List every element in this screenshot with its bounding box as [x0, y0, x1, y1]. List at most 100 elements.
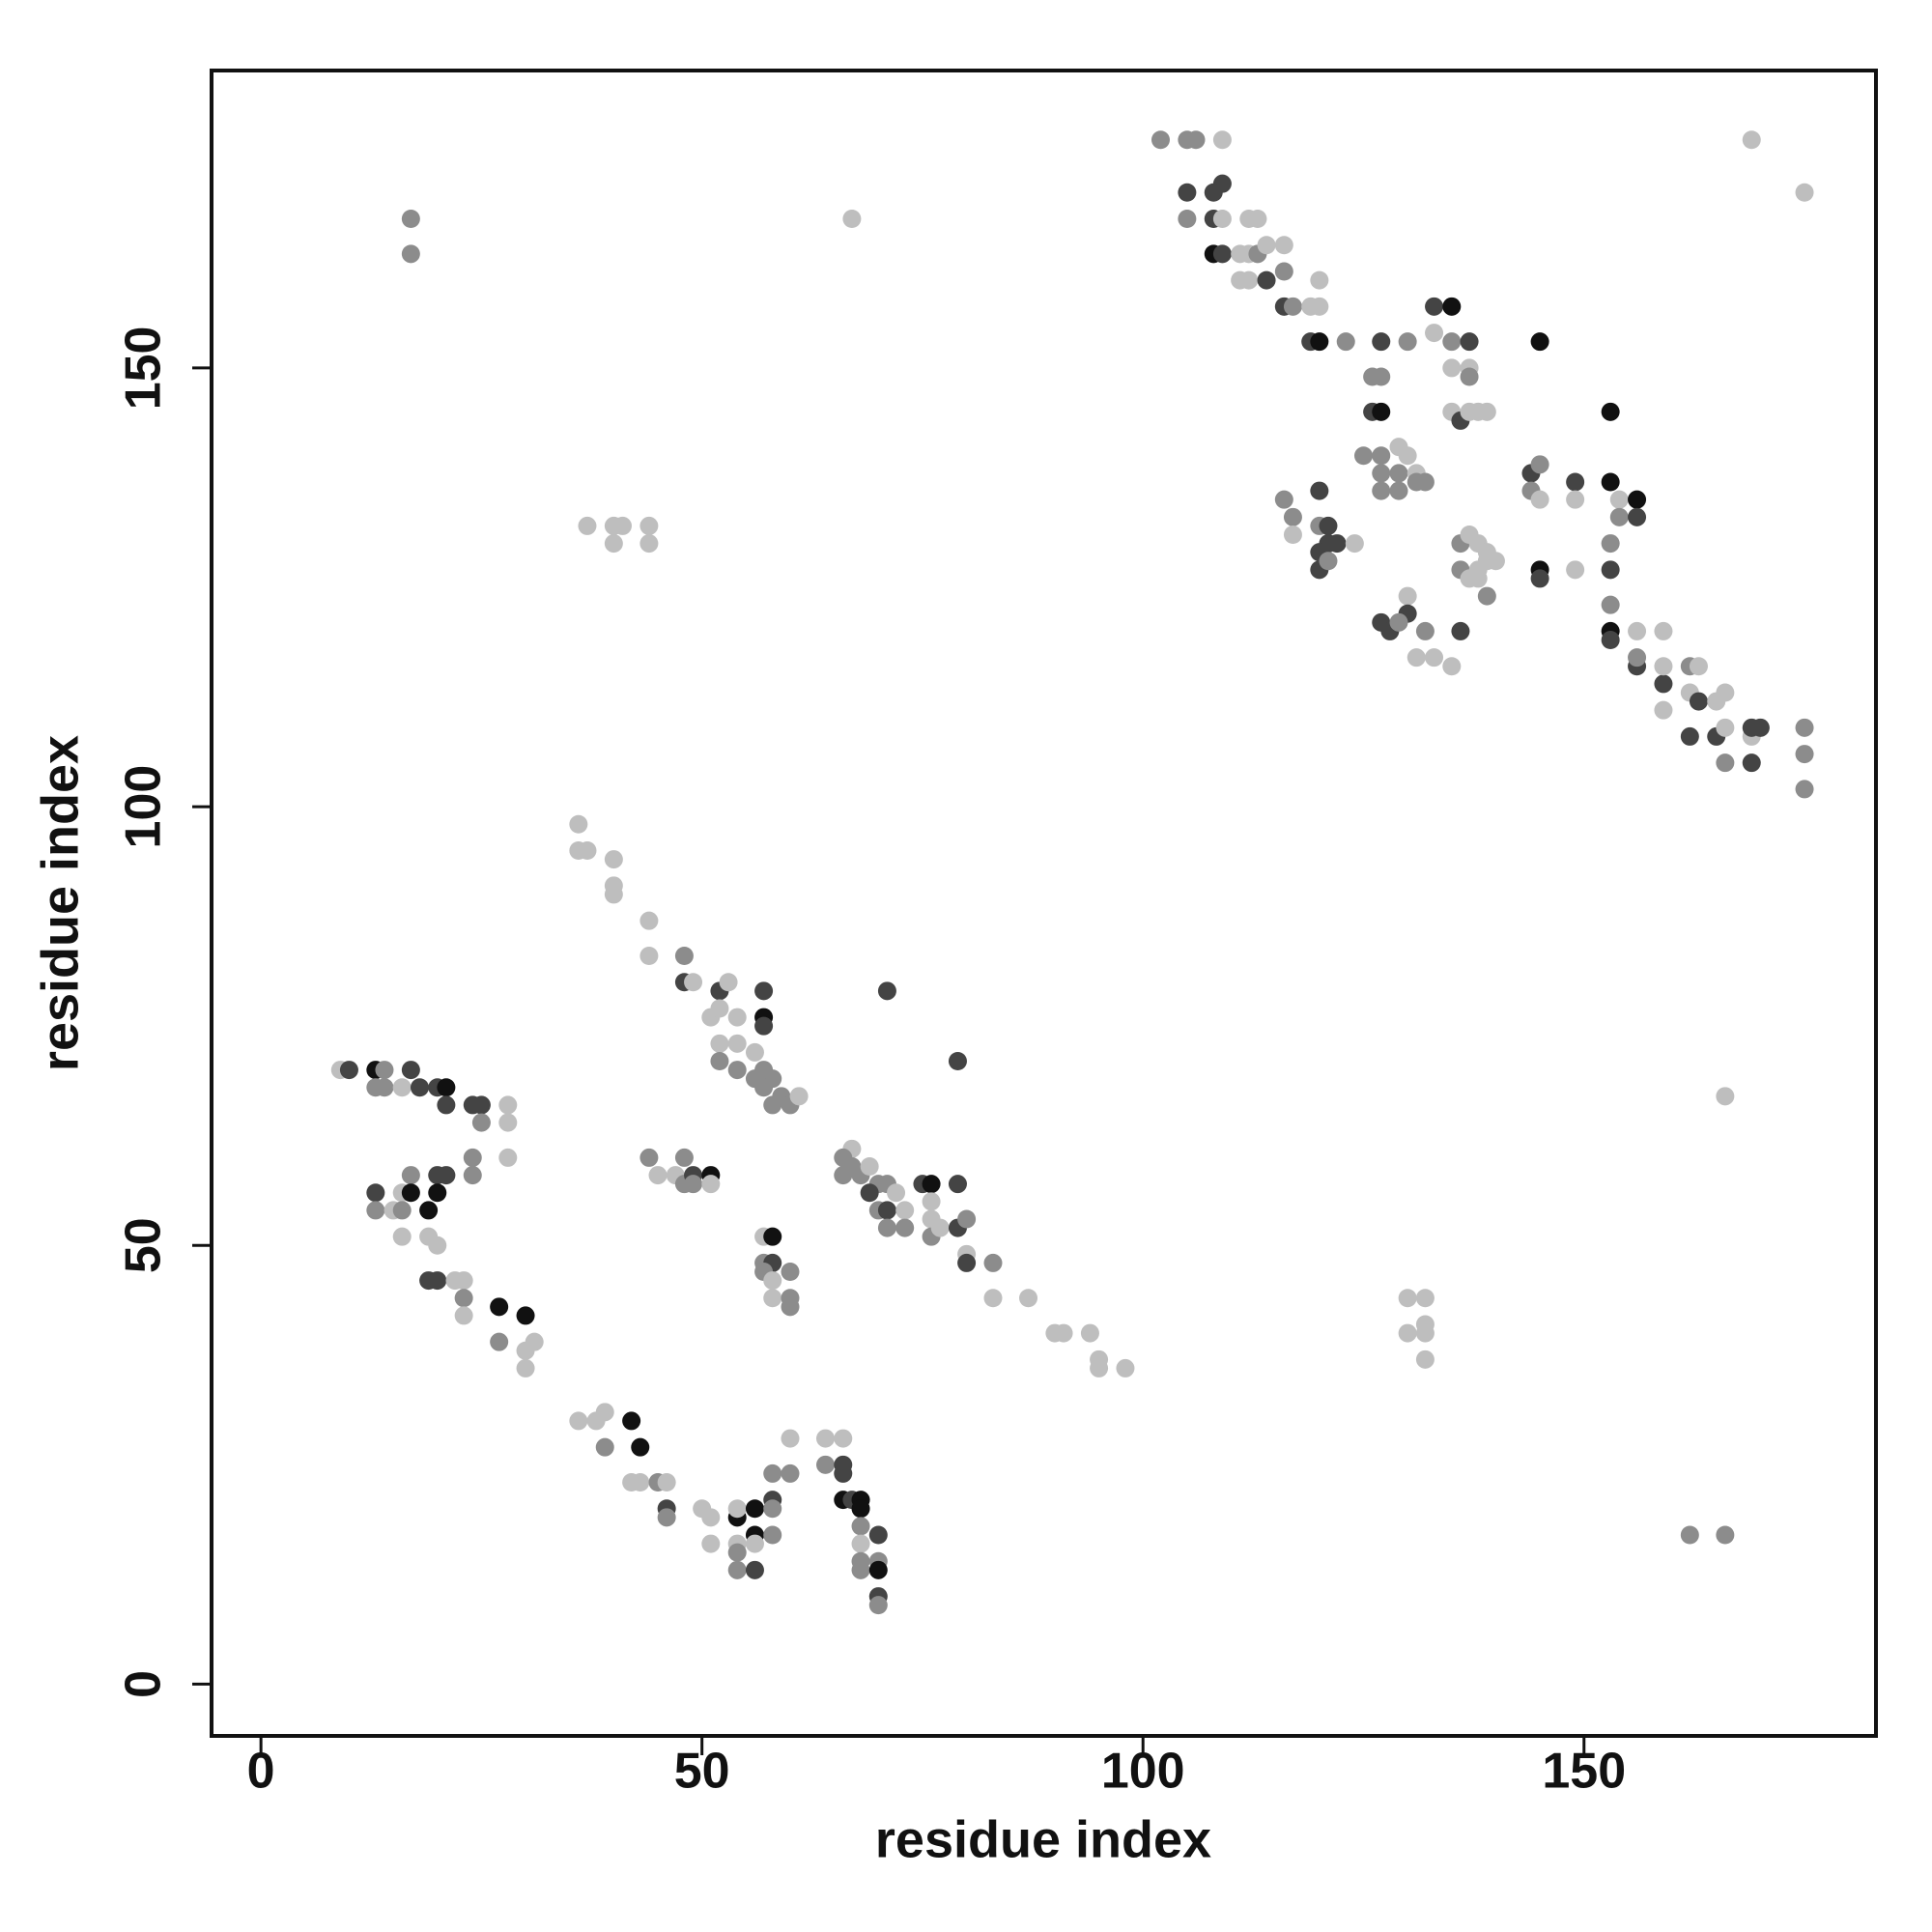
point: [957, 1253, 977, 1272]
point: [463, 1148, 482, 1167]
point: [1019, 1289, 1038, 1308]
point: [639, 911, 659, 930]
point: [930, 1218, 950, 1237]
point: [1398, 446, 1417, 466]
point: [1080, 1323, 1099, 1343]
point: [1212, 210, 1232, 229]
point: [1178, 183, 1197, 202]
point: [1460, 367, 1479, 386]
point: [631, 1472, 650, 1492]
point: [639, 534, 659, 554]
point: [1283, 297, 1302, 316]
point: [419, 1201, 439, 1220]
point: [834, 1166, 853, 1185]
y-tick-label: 50: [116, 1217, 172, 1273]
point: [1609, 507, 1629, 526]
point: [763, 1095, 782, 1115]
point: [1398, 1323, 1417, 1343]
point: [1680, 726, 1699, 746]
point: [922, 1192, 941, 1211]
point: [763, 1463, 782, 1483]
point: [604, 885, 623, 904]
point: [1442, 358, 1462, 378]
point: [727, 1560, 747, 1579]
point: [816, 1429, 836, 1448]
point: [1406, 648, 1426, 668]
y-axis-title: residue index: [31, 735, 89, 1071]
point: [877, 1218, 896, 1237]
point: [1654, 657, 1673, 676]
point: [1257, 270, 1276, 290]
point: [745, 1042, 764, 1062]
point: [1212, 244, 1232, 264]
point: [392, 1078, 412, 1097]
point: [674, 1148, 694, 1167]
point: [745, 1499, 764, 1519]
point: [516, 1306, 535, 1325]
point: [710, 999, 729, 1018]
point: [1477, 402, 1496, 421]
point: [895, 1201, 915, 1220]
point: [498, 1095, 518, 1115]
point: [1795, 745, 1814, 764]
point: [498, 1113, 518, 1132]
point: [471, 1113, 491, 1132]
point: [1415, 1289, 1435, 1308]
point: [1530, 569, 1549, 588]
point: [1372, 464, 1391, 483]
point: [1319, 552, 1338, 571]
point: [1327, 534, 1347, 554]
point: [727, 1008, 747, 1027]
point: [578, 516, 597, 535]
point: [1716, 683, 1735, 702]
point: [595, 1437, 614, 1457]
point: [454, 1306, 473, 1325]
point: [490, 1297, 509, 1317]
point: [1274, 262, 1293, 281]
point: [366, 1201, 385, 1220]
point: [1716, 1525, 1735, 1545]
point: [604, 534, 623, 554]
point: [1442, 297, 1462, 316]
point: [1415, 472, 1435, 492]
point: [983, 1253, 1003, 1272]
point: [701, 1534, 721, 1553]
point: [781, 1297, 800, 1317]
point: [639, 946, 659, 965]
point: [710, 1051, 729, 1070]
point: [1274, 490, 1293, 509]
point: [631, 1437, 650, 1457]
point: [392, 1201, 412, 1220]
point: [1795, 718, 1814, 737]
point: [1389, 464, 1408, 483]
point: [719, 973, 738, 992]
point: [428, 1236, 447, 1255]
point: [604, 850, 623, 869]
point: [727, 1543, 747, 1562]
point: [657, 1472, 676, 1492]
point: [1425, 297, 1444, 316]
point: [922, 1175, 941, 1194]
point: [1654, 621, 1673, 640]
point: [578, 841, 597, 861]
point: [1310, 270, 1329, 290]
point: [1398, 332, 1417, 352]
point: [410, 1078, 429, 1097]
point: [684, 973, 703, 992]
point: [375, 1061, 394, 1080]
point: [1389, 481, 1408, 500]
point: [1415, 1323, 1435, 1343]
point: [1530, 332, 1549, 352]
point: [401, 1166, 420, 1185]
point: [816, 1455, 836, 1474]
point: [454, 1271, 473, 1291]
point: [887, 1183, 906, 1203]
point: [948, 1175, 967, 1194]
point: [1353, 446, 1373, 466]
point: [1742, 130, 1761, 150]
point: [1716, 1087, 1735, 1106]
point: [401, 244, 420, 264]
point: [1795, 183, 1814, 202]
point: [375, 1078, 394, 1097]
